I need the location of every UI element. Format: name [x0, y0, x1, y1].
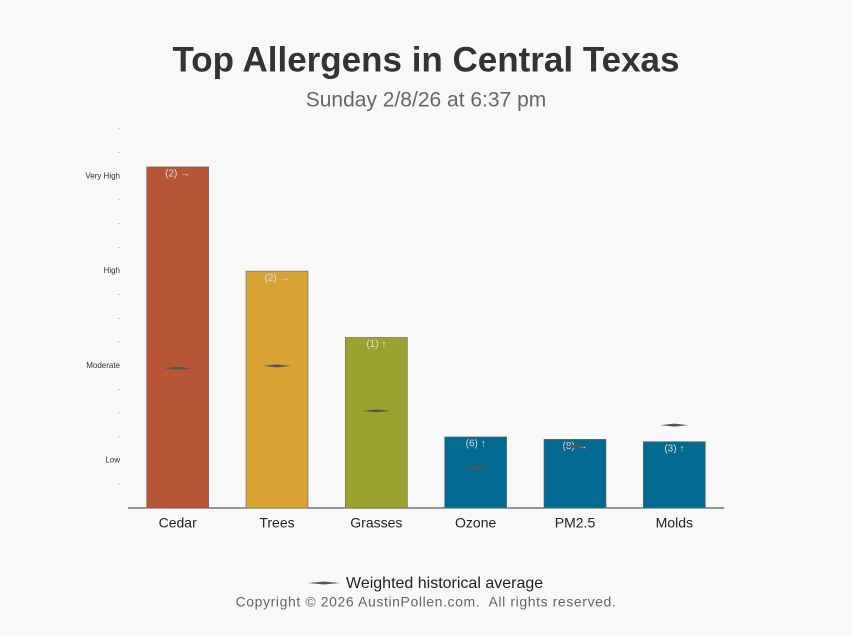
- historical-average: [362, 409, 391, 413]
- y-tick-label: -: [118, 292, 121, 299]
- x-tick-label: Cedar: [159, 515, 197, 531]
- y-tick-label: Very High: [85, 171, 120, 180]
- y-tick-label: -: [118, 221, 121, 228]
- y-tick-label: -: [118, 434, 121, 441]
- bar: [543, 439, 607, 509]
- y-tick-label: -: [118, 197, 121, 204]
- bar: [345, 337, 408, 509]
- bar-label: (6) ↑: [466, 439, 486, 450]
- bar: [245, 270, 309, 509]
- y-tick-label: Moderate: [86, 361, 120, 370]
- bar: [643, 441, 706, 509]
- y-tick-label: -: [118, 315, 121, 322]
- y-tick-label: High: [104, 266, 120, 275]
- chart-subtitle: Sunday 2/8/26 at 6:37 pm: [306, 89, 547, 112]
- bar-label: (2) →: [165, 169, 190, 180]
- historical-average: [561, 444, 589, 448]
- y-tick-label: -: [118, 410, 121, 417]
- bar-label: (1) ↑: [366, 339, 386, 350]
- historical-average: [163, 366, 192, 370]
- chart-title: Top Allergens in Central Texas: [173, 40, 680, 79]
- bar-label: (3) ↑: [664, 443, 684, 454]
- x-tick-label: Trees: [259, 515, 294, 531]
- bar: [146, 166, 209, 509]
- y-tick-label: -: [118, 481, 121, 488]
- legend-swatch: [308, 581, 340, 585]
- x-tick-label: PM2.5: [555, 515, 596, 531]
- x-tick-label: Molds: [656, 515, 693, 531]
- historical-average: [461, 466, 490, 470]
- y-tick-label: -: [118, 126, 121, 133]
- footer: Copyright © 2026 AustinPollen.com. All r…: [236, 594, 617, 610]
- y-tick-label: -: [118, 386, 121, 393]
- bar: [444, 436, 507, 509]
- x-tick-label: Grasses: [350, 515, 402, 531]
- historical-average: [660, 423, 689, 427]
- legend-label: Weighted historical average: [346, 575, 543, 592]
- bar-label: (2) →: [265, 273, 290, 284]
- y-tick-label: -: [118, 150, 121, 157]
- historical-average: [263, 364, 291, 368]
- y-tick-label: -: [118, 244, 121, 251]
- y-tick-label: Low: [105, 456, 120, 465]
- y-tick-label: -: [118, 339, 121, 346]
- x-tick-label: Ozone: [455, 515, 496, 531]
